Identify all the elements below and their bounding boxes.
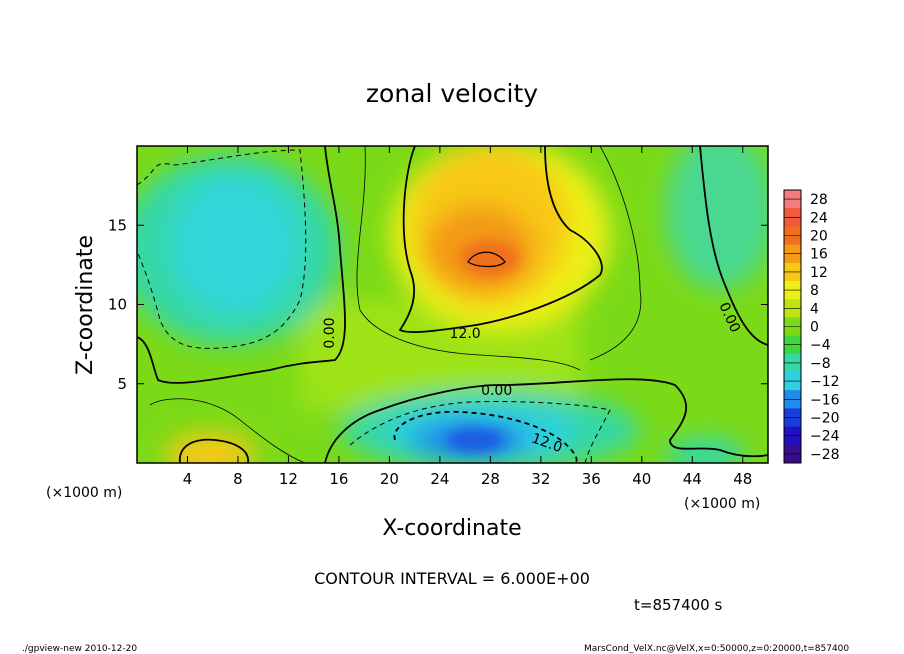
y-axis-ticks: 5 10 15 <box>108 216 768 393</box>
field-blue-peak <box>445 428 505 452</box>
colorbar-label: −24 <box>810 429 840 445</box>
contour-minus-six-lower <box>349 401 611 463</box>
x-tick-label: 32 <box>531 470 550 488</box>
colorbar-label: 0 <box>810 320 819 336</box>
contour-minus-six-upper-left <box>137 149 307 349</box>
contour-six-thin <box>356 146 581 371</box>
colorbar-label: 24 <box>810 210 828 226</box>
x-tick-label: 4 <box>183 470 193 488</box>
colorbar-label: 12 <box>810 265 828 281</box>
x-tick-label: 12 <box>279 470 298 488</box>
y-tick-label: 10 <box>108 296 127 314</box>
time-text: t=857400 s <box>634 596 722 614</box>
colorbar: 28 24 20 16 12 8 4 0 −4 −8 −12 −16 −20 −24 −28 <box>783 189 840 464</box>
field-yellow-lower-left <box>165 433 255 463</box>
contour-zero-left <box>137 146 346 384</box>
colorbar-label: −8 <box>810 356 831 372</box>
colorbar-label: −20 <box>810 411 840 427</box>
contour-eighteen-upper <box>467 251 506 268</box>
colorbar-label: −28 <box>810 447 840 463</box>
y-tick-label: 5 <box>117 375 127 393</box>
contour-six-thin-right <box>589 146 642 361</box>
colorbar-label: 16 <box>810 247 828 263</box>
x-tick-label: 28 <box>481 470 500 488</box>
x-tick-label: 24 <box>430 470 449 488</box>
x-tick-label: 20 <box>380 470 399 488</box>
x-axis-ticks: 4 8 12 16 20 24 28 32 36 40 44 48 <box>183 146 752 488</box>
colorbar-label: −12 <box>810 374 840 390</box>
y-unit-label: (×1000 m) <box>684 496 760 512</box>
field-cyan-right <box>665 146 768 290</box>
x-tick-label: 8 <box>233 470 243 488</box>
field-orange-peak <box>460 240 520 276</box>
chart-title: zonal velocity <box>366 79 538 108</box>
footer-right: MarsCond_VelX.nc@VelX,x=0:50000,z=0:2000… <box>584 644 849 654</box>
colorbar-label: −4 <box>810 338 831 354</box>
x-unit-label: (×1000 m) <box>46 485 122 501</box>
contour-minus-twelve-lower <box>393 410 578 463</box>
contour-label: 0.00 <box>481 383 512 399</box>
contour-zero-right <box>699 146 768 346</box>
y-tick-label: 15 <box>108 216 127 234</box>
x-tick-label: 48 <box>733 470 752 488</box>
x-tick-label: 44 <box>683 470 702 488</box>
contour-label: 0.00 <box>322 317 338 348</box>
x-tick-label: 16 <box>329 470 348 488</box>
x-axis-label: X-coordinate <box>382 516 521 541</box>
x-tick-label: 40 <box>632 470 651 488</box>
footer-left: ./gpview-new 2010-12-20 <box>22 644 137 654</box>
contour-interval-text: CONTOUR INTERVAL = 6.000E+00 <box>314 569 590 588</box>
field-cyan-lower-right <box>665 437 745 463</box>
contour-six-thin-left <box>149 398 306 463</box>
colorbar-label: 8 <box>810 283 819 299</box>
colorbar-label: 28 <box>810 192 828 208</box>
y-axis-label: Z-coordinate <box>73 235 98 375</box>
contour-twelve-lower-left <box>179 438 249 463</box>
colorbar-label: 20 <box>810 229 828 245</box>
colorbar-label: −16 <box>810 392 840 408</box>
colorbar-label: 4 <box>810 301 819 317</box>
plot-area <box>137 146 768 463</box>
contour-twelve-upper <box>398 146 603 333</box>
field-cyan-core-upper-left <box>170 175 300 315</box>
x-tick-label: 36 <box>582 470 601 488</box>
contour-zero-lower <box>324 378 768 463</box>
contour-label: 12.0 <box>450 326 481 342</box>
